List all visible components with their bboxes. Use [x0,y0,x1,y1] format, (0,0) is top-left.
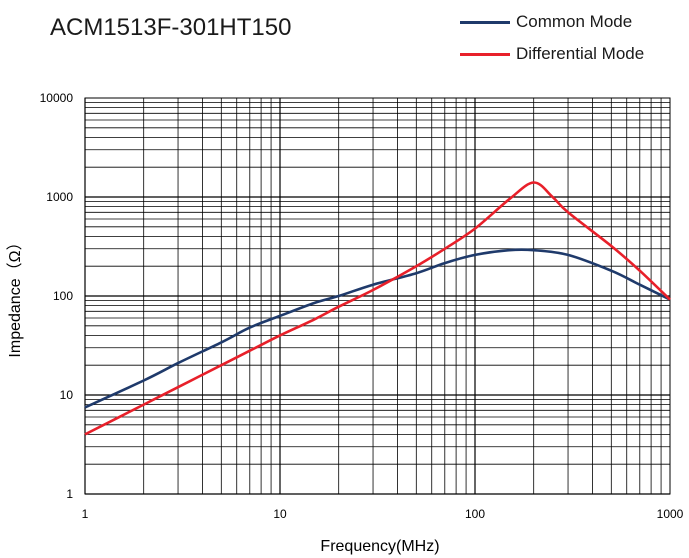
legend-item-common-mode: Common Mode [460,6,644,38]
y-tick-label: 10000 [40,91,74,105]
x-tick-label: 1000 [657,507,684,521]
series-line-differential-mode [84,181,671,436]
series-layer [84,181,671,436]
x-axis-label: Frequency(MHz) [320,538,439,555]
y-tick-label: 10 [60,388,74,402]
tick-labels: 1 10 100 1000 1 10 100 1000 10000 [40,91,684,521]
legend-swatch-common-mode [460,20,510,24]
y-tick-label: 1000 [46,190,73,204]
chart-title: ACM1513F-301HT150 [50,14,292,41]
x-tick-label: 10 [273,507,287,521]
y-axis-label: Impedance（Ω） [6,234,24,357]
grid-major [84,97,671,495]
y-tick-label: 100 [53,289,73,303]
x-tick-label: 1 [82,507,89,521]
legend-swatch-differential-mode [460,52,510,56]
y-tick-label: 1 [66,487,73,501]
series-line-common-mode [84,248,671,409]
legend: Common Mode Differential Mode [460,6,644,70]
legend-label-differential-mode: Differential Mode [516,44,645,63]
x-tick-label: 100 [465,507,485,521]
legend-label-common-mode: Common Mode [516,12,633,31]
legend-item-differential-mode: Differential Mode [460,38,644,70]
